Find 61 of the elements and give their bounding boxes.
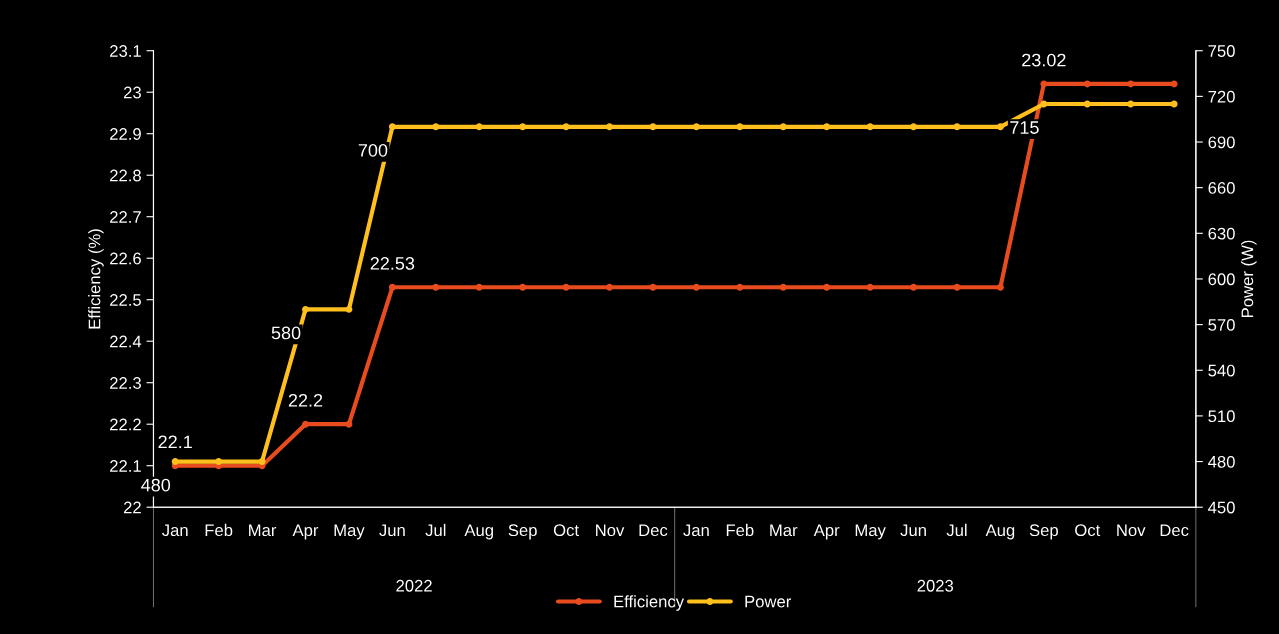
x-tick-label: Mar [249,524,277,537]
y-tick-label: 22.1 [110,460,141,472]
x-tick-label: Jan [683,524,709,537]
y2-tick-label: 750 [1208,45,1235,57]
legend-label: Efficiency [614,595,685,611]
x-tick-label: Nov [596,524,625,537]
y-tick-label: 22 [123,501,141,514]
text: 2023 [917,579,954,592]
y-tick-label: 22.2 [110,418,141,431]
data-label: 480 [141,478,171,492]
y-tick-label: 23 [123,86,141,99]
x-tick-label: Jun [379,524,405,537]
x-tick-label: Jul [946,523,967,537]
x-tick-label: Jul [425,523,446,537]
data-label: 22.53 [370,257,415,270]
x-tick-label: Oct [553,524,579,537]
y-tick-label: 22.4 [110,335,142,348]
y2-tick-label: 450 [1208,501,1235,514]
y2-tick-label: 660 [1208,182,1235,194]
x-tick-label: Aug [464,524,493,540]
x-tick-label: Sep [1029,524,1058,540]
x-tick-label: Jun [900,524,926,537]
data-label: 700 [358,143,388,157]
y-tick-label: 22.8 [110,169,141,182]
data-label: 715 [1010,121,1039,134]
x-tick-label: Feb [726,523,754,537]
x-tick-label: May [855,524,886,540]
x-tick-label: Jan [162,524,188,537]
text: 2022 [396,579,432,592]
y-tick-label: 22.9 [110,128,141,140]
y-tick-label: 22.5 [110,294,141,306]
x-tick-label: Aug [985,524,1015,540]
x-tick-label: Oct [1075,524,1101,537]
y2-tick-label: 480 [1208,455,1235,468]
legend-label: Power [745,595,792,608]
x-tick-label: Dec [1160,524,1189,537]
x-tick-label: Apr [292,524,319,540]
y-tick-label: 23.1 [110,45,141,57]
x-tick-label: Dec [639,524,668,537]
data-label: 580 [271,326,301,340]
x-tick-label: Nov [1117,524,1146,537]
y-tick-label: 22.3 [110,377,141,389]
x-tick-label: Feb [205,523,233,537]
y2-axis-title: Power (W) [1241,240,1257,317]
data-label: 22.2 [288,393,323,407]
y2-tick-label: 630 [1208,227,1235,240]
y-axis-title: Efficiency (%) [88,229,104,329]
x-tick-label: Apr [813,524,840,540]
x-tick-label: Mar [770,524,798,537]
y2-tick-label: 570 [1208,319,1235,331]
x-tick-label: Sep [508,524,537,540]
y2-tick-label: 720 [1208,90,1235,103]
data-label: 23.02 [1022,53,1066,67]
x-tick-label: May [334,524,365,540]
y-tick-label: 22.6 [110,252,141,265]
y2-tick-label: 600 [1208,273,1235,286]
data-label: 22.1 [158,435,192,449]
y2-tick-label: 510 [1208,410,1235,423]
y2-tick-label: 690 [1208,136,1235,149]
y2-tick-label: 540 [1208,364,1235,377]
y-tick-label: 22.7 [110,211,141,223]
